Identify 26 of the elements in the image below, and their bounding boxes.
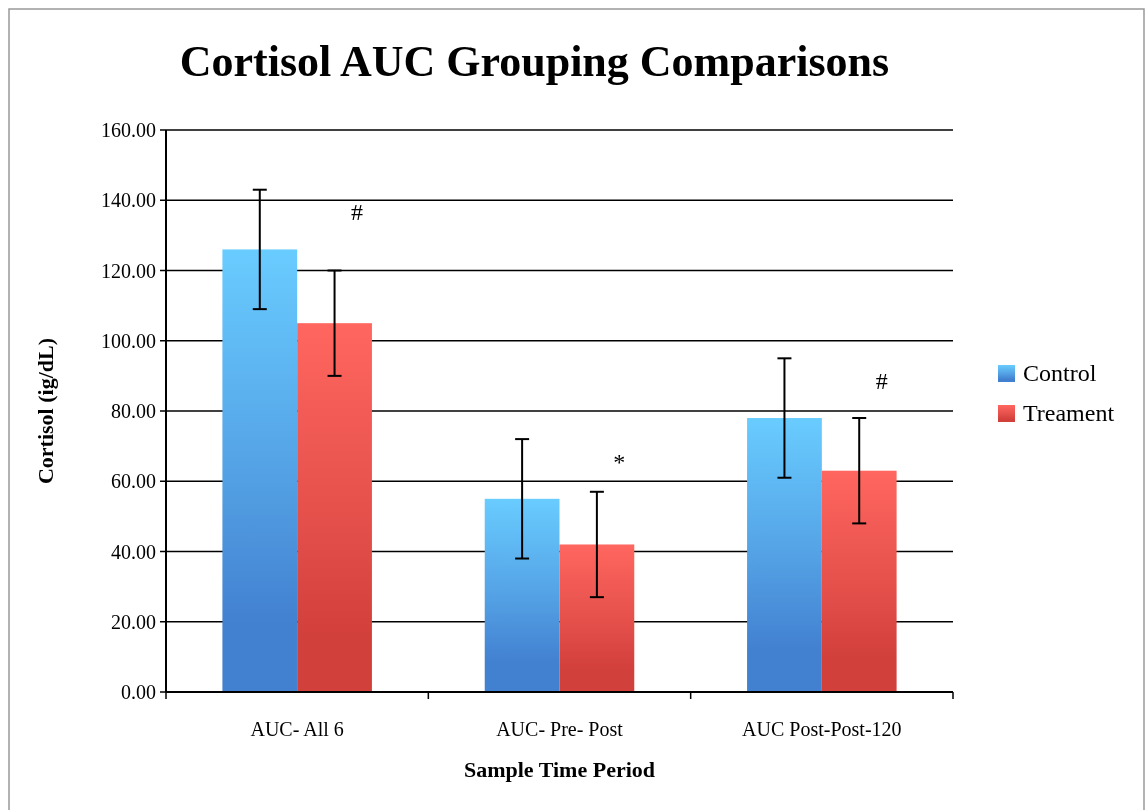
annotation: # [875, 367, 888, 394]
legend-label: Control [1023, 360, 1097, 387]
annotation: * [613, 448, 626, 475]
chart-title: Cortisol AUC Grouping Comparisons [179, 37, 890, 86]
y-axis-title: Cortisol (ig/dL) [33, 337, 58, 485]
y-tick-label: 120.00 [101, 259, 156, 282]
legend-label: Treament [1023, 400, 1115, 427]
y-tick-label: 160.00 [101, 119, 156, 141]
bar [484, 498, 560, 692]
x-tick-label: AUC- All 6 [250, 718, 344, 740]
y-tick-label: 0.00 [121, 681, 156, 703]
y-tick-label: 140.00 [101, 189, 156, 212]
annotation: # [350, 199, 363, 226]
bar [222, 249, 298, 692]
bar [297, 323, 372, 692]
bar [559, 544, 635, 692]
bar [821, 470, 897, 692]
bar [747, 418, 822, 692]
y-tick-label: 40.00 [111, 540, 156, 563]
y-tick-label: 80.00 [111, 400, 156, 422]
x-tick-label: AUC- Pre- Post [496, 718, 624, 740]
y-tick-label: 60.00 [111, 470, 156, 493]
x-tick-label: AUC Post-Post-120 [742, 718, 902, 740]
x-axis-title: Sample Time Period [463, 757, 656, 782]
y-tick-label: 20.00 [111, 610, 156, 633]
y-tick-label: 100.00 [101, 329, 156, 352]
